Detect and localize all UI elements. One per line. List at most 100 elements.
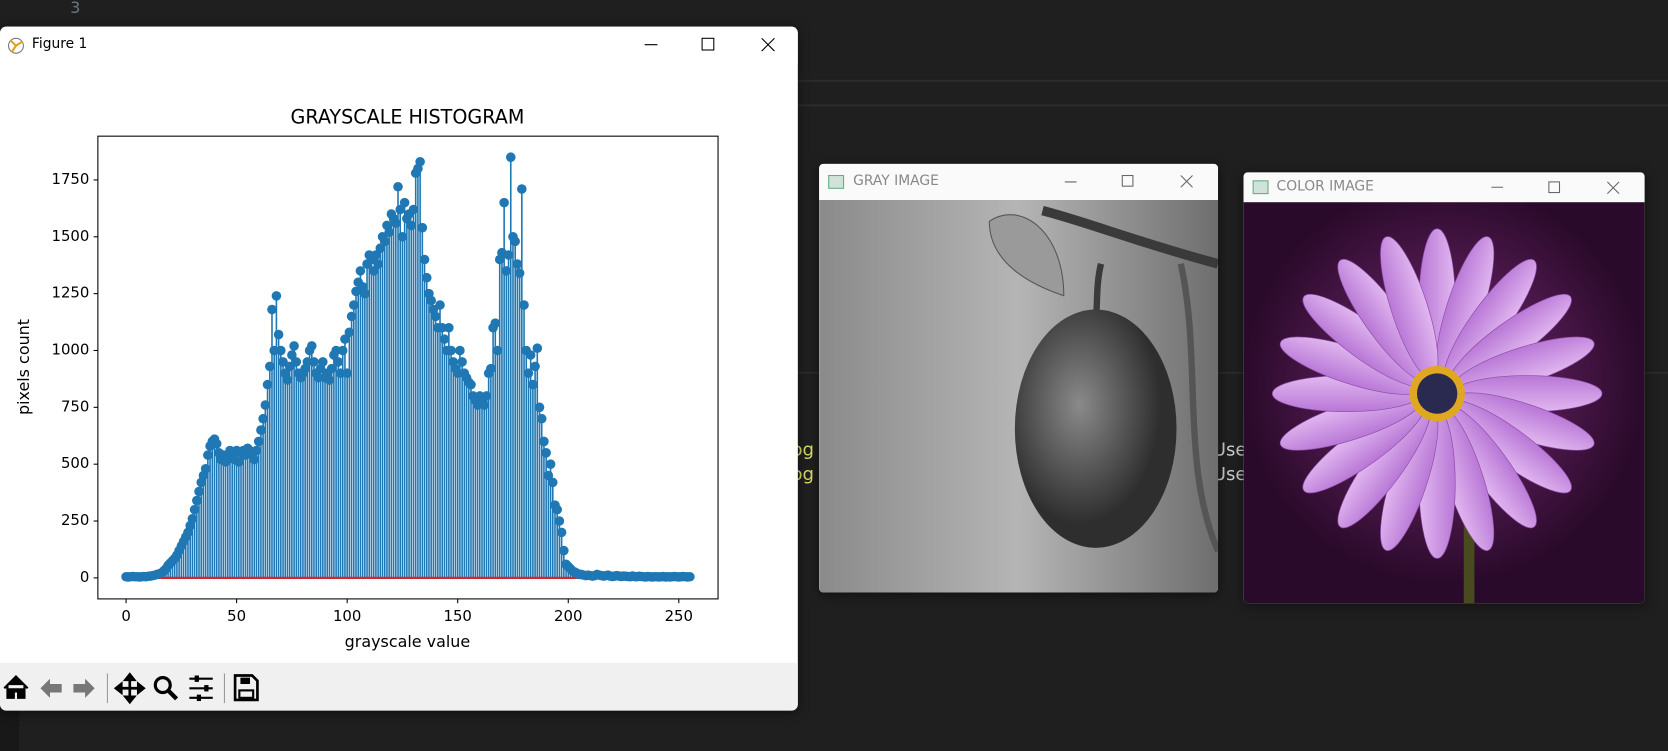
- stem-marker: [486, 363, 496, 374]
- stem-marker: [318, 357, 328, 367]
- stem-marker: [547, 477, 558, 488]
- plot-frame: [97, 135, 719, 600]
- stem-marker: [406, 220, 417, 231]
- stem-marker: [556, 527, 567, 538]
- stem-marker: [249, 454, 260, 465]
- x-tick-label: 250: [665, 607, 693, 625]
- y-tick-label: 0: [80, 568, 89, 586]
- gray-image-window: GRAY IMAGE: [819, 163, 1219, 593]
- stem-marker: [499, 197, 509, 208]
- stem-marker: [262, 379, 273, 390]
- window-title: COLOR IMAGE: [1276, 178, 1374, 195]
- stem-marker: [187, 513, 198, 524]
- window-controls[interactable]: [628, 27, 798, 64]
- stem-marker: [446, 345, 456, 356]
- stem-marker: [391, 218, 401, 228]
- stem-marker: [479, 400, 490, 410]
- y-tick-label: 1500: [51, 227, 89, 245]
- stem-marker: [505, 152, 516, 162]
- y-tick-label: 1750: [51, 170, 89, 188]
- stem-marker: [543, 470, 554, 481]
- stem-marker: [289, 341, 299, 351]
- stem-marker: [452, 368, 463, 379]
- app-icon: [7, 37, 24, 54]
- stem-marker: [194, 486, 204, 497]
- stem-marker: [426, 295, 436, 306]
- stem-marker: [355, 266, 366, 276]
- stem-marker: [340, 334, 350, 344]
- window-controls[interactable]: [1053, 164, 1218, 200]
- stem-marker: [514, 268, 525, 278]
- stem-marker: [192, 495, 202, 506]
- back-button[interactable]: [40, 678, 62, 698]
- stem-marker: [282, 375, 293, 385]
- stem-marker: [552, 504, 562, 515]
- stem-marker: [399, 197, 410, 208]
- pan-button[interactable]: [113, 672, 146, 705]
- stem-marker: [306, 341, 317, 351]
- stem-marker: [481, 391, 492, 401]
- toolbar-icons: [3, 672, 259, 705]
- stem-marker: [331, 345, 341, 356]
- color-image: [1243, 202, 1645, 604]
- stem-marker: [346, 311, 357, 322]
- code-fragment: Use: [1212, 463, 1247, 486]
- title-bar: Figure 1: [0, 26, 798, 64]
- zoom-button[interactable]: [153, 676, 179, 701]
- stem-marker: [368, 266, 379, 276]
- stem-marker: [253, 436, 264, 447]
- stem-marker: [203, 450, 213, 460]
- stem-marker: [519, 300, 529, 310]
- stem-marker: [271, 291, 282, 301]
- stem-marker: [530, 361, 540, 372]
- stem-marker: [333, 357, 344, 367]
- home-button[interactable]: [3, 675, 29, 699]
- stem-marker: [337, 345, 348, 356]
- x-tick-label: 50: [227, 607, 246, 625]
- app-icon: [828, 174, 845, 189]
- stem-marker: [534, 402, 545, 413]
- forward-button[interactable]: [73, 678, 95, 698]
- stem-marker: [512, 259, 523, 269]
- stem-marker: [258, 413, 268, 424]
- y-tick-label: 1250: [51, 284, 89, 302]
- stem-marker: [523, 368, 534, 379]
- stem-marker: [211, 438, 222, 449]
- markers: [121, 152, 695, 582]
- stem-marker: [349, 300, 359, 310]
- stem-marker: [395, 204, 406, 215]
- stem-marker: [393, 181, 403, 192]
- stem-marker: [324, 375, 335, 385]
- stem-marker: [559, 545, 569, 556]
- stem-marker: [430, 311, 441, 322]
- chart-title: GRAYSCALE HISTOGRAM: [291, 106, 525, 129]
- code-fragment: Use: [1212, 439, 1247, 461]
- stem-marker: [528, 379, 538, 390]
- title-bar: GRAY IMAGE: [819, 163, 1219, 200]
- stem-marker: [536, 413, 547, 424]
- chart: GRAYSCALE HISTOGRAM grayscale value pixe…: [14, 106, 719, 651]
- stem-marker: [269, 345, 279, 356]
- stem-marker: [256, 425, 266, 435]
- stem-marker: [457, 357, 467, 367]
- stem-marker: [444, 322, 454, 333]
- x-tick-label: 0: [121, 607, 130, 625]
- stem-marker: [234, 457, 244, 467]
- stem-marker: [313, 372, 324, 383]
- configure-button[interactable]: [189, 675, 213, 702]
- stems: [125, 157, 691, 578]
- color-image-window: COLOR IMAGE: [1243, 172, 1645, 604]
- app-icon: [1252, 180, 1269, 195]
- stem-marker: [408, 204, 419, 215]
- window-controls[interactable]: [1480, 172, 1645, 202]
- y-tick-label: 1000: [51, 340, 89, 358]
- gray-image: [819, 199, 1219, 593]
- save-button[interactable]: [233, 674, 259, 702]
- stem-marker: [360, 288, 370, 299]
- stem-marker: [375, 243, 386, 253]
- x-tick-label: 200: [554, 607, 582, 625]
- stem-marker: [421, 272, 432, 283]
- x-axis-label: grayscale value: [345, 632, 471, 651]
